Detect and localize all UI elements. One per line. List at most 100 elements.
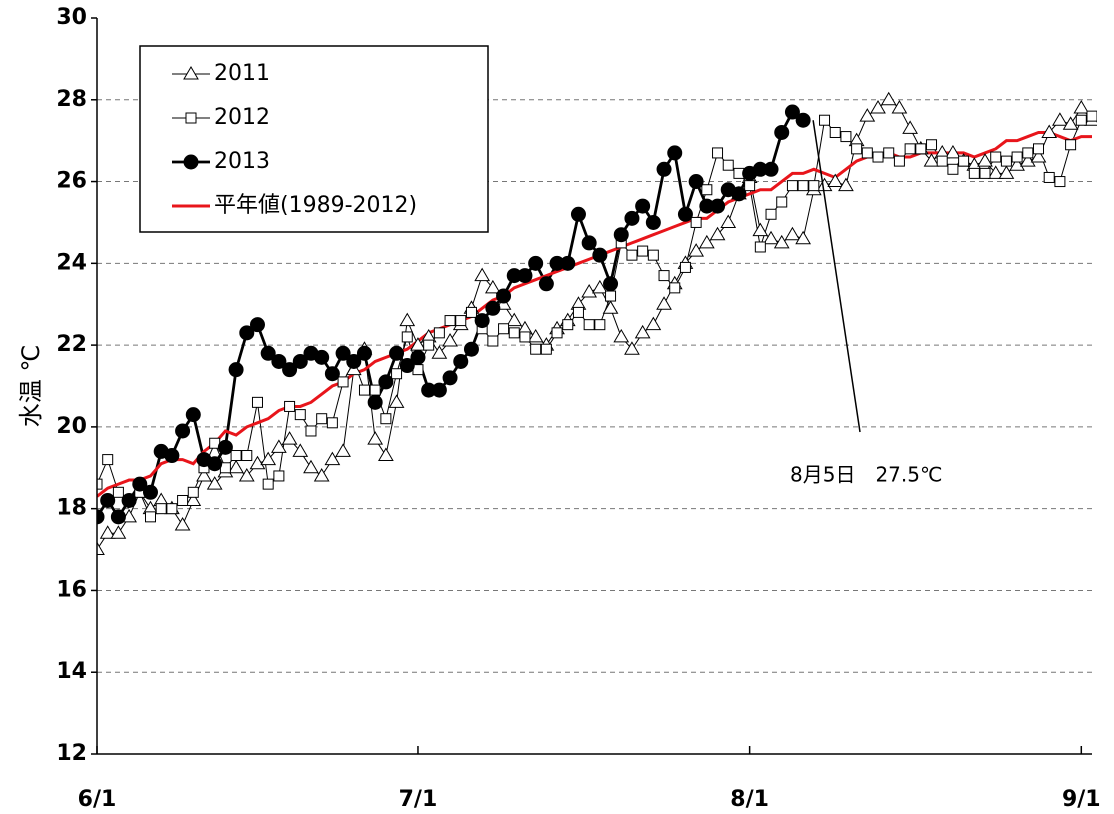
marker (1033, 143, 1045, 155)
marker (795, 112, 811, 128)
marker (453, 353, 469, 369)
marker (669, 282, 681, 294)
marker (519, 331, 531, 343)
marker (230, 450, 242, 462)
marker (284, 400, 296, 412)
y-tick-label: 16 (56, 577, 87, 602)
marker (829, 126, 841, 138)
marker (378, 447, 394, 462)
marker (786, 180, 798, 192)
marker (508, 327, 520, 339)
marker (594, 319, 606, 331)
marker (121, 492, 137, 508)
marker (581, 235, 597, 251)
marker (647, 249, 659, 261)
marker (324, 366, 340, 382)
marker (335, 443, 351, 457)
marker (238, 467, 255, 482)
y-tick-label: 20 (56, 414, 87, 439)
marker (624, 210, 640, 226)
marker (1000, 155, 1012, 167)
marker (1011, 151, 1023, 163)
marker (1022, 147, 1034, 159)
marker (174, 517, 191, 531)
marker (455, 315, 467, 327)
marker (528, 255, 544, 271)
marker (731, 186, 747, 202)
marker (816, 177, 833, 192)
marker (217, 439, 233, 455)
marker (592, 247, 608, 263)
marker (262, 478, 274, 490)
marker (1054, 176, 1066, 188)
marker (97, 541, 105, 556)
marker (861, 147, 873, 159)
legend-label: 2013 (214, 149, 270, 174)
marker (378, 374, 394, 390)
marker (228, 459, 244, 474)
marker (442, 370, 458, 386)
marker (367, 394, 383, 410)
marker (196, 467, 212, 482)
marker (527, 328, 544, 343)
marker (744, 180, 756, 192)
marker (433, 327, 445, 339)
marker (562, 319, 574, 331)
marker (110, 525, 127, 539)
marker (656, 161, 672, 177)
marker (1043, 171, 1055, 183)
marker (690, 216, 702, 228)
marker (797, 180, 809, 192)
marker (998, 165, 1015, 179)
marker (645, 214, 661, 230)
marker (1041, 124, 1058, 138)
marker (603, 276, 619, 292)
x-tick-label: 6/1 (78, 787, 117, 812)
y-tick-label: 22 (56, 332, 87, 357)
x-tick-label: 9/1 (1062, 787, 1101, 812)
marker (326, 417, 338, 429)
y-tick-label: 28 (56, 87, 87, 112)
marker (581, 283, 598, 298)
marker (1075, 114, 1087, 126)
marker (498, 323, 510, 335)
marker (538, 276, 554, 292)
annotation-leader (812, 120, 861, 433)
marker (496, 288, 512, 304)
marker (228, 362, 244, 378)
marker (709, 226, 726, 241)
marker (926, 139, 938, 151)
marker (1009, 157, 1025, 171)
marker (979, 167, 991, 179)
marker (346, 353, 362, 369)
marker (239, 325, 255, 341)
marker (560, 255, 576, 271)
marker (444, 315, 456, 327)
marker (175, 423, 191, 439)
marker (187, 486, 199, 498)
marker (880, 91, 897, 106)
marker (431, 382, 447, 398)
marker (273, 470, 285, 482)
marker (423, 339, 435, 351)
marker (958, 155, 970, 167)
marker (271, 439, 287, 453)
marker (827, 173, 844, 188)
marker (369, 384, 381, 396)
marker (177, 494, 189, 506)
marker (773, 234, 790, 249)
marker (155, 503, 167, 515)
y-tick-label: 24 (56, 250, 87, 275)
x-tick-label: 8/1 (730, 787, 769, 812)
marker (367, 431, 384, 445)
marker (679, 261, 691, 273)
marker (206, 476, 223, 490)
marker (251, 396, 263, 408)
marker (1065, 139, 1077, 151)
marker (987, 165, 1004, 179)
legend-box (139, 45, 489, 233)
marker (292, 443, 309, 457)
marker (281, 431, 298, 445)
marker (282, 362, 298, 378)
marker (391, 368, 403, 380)
